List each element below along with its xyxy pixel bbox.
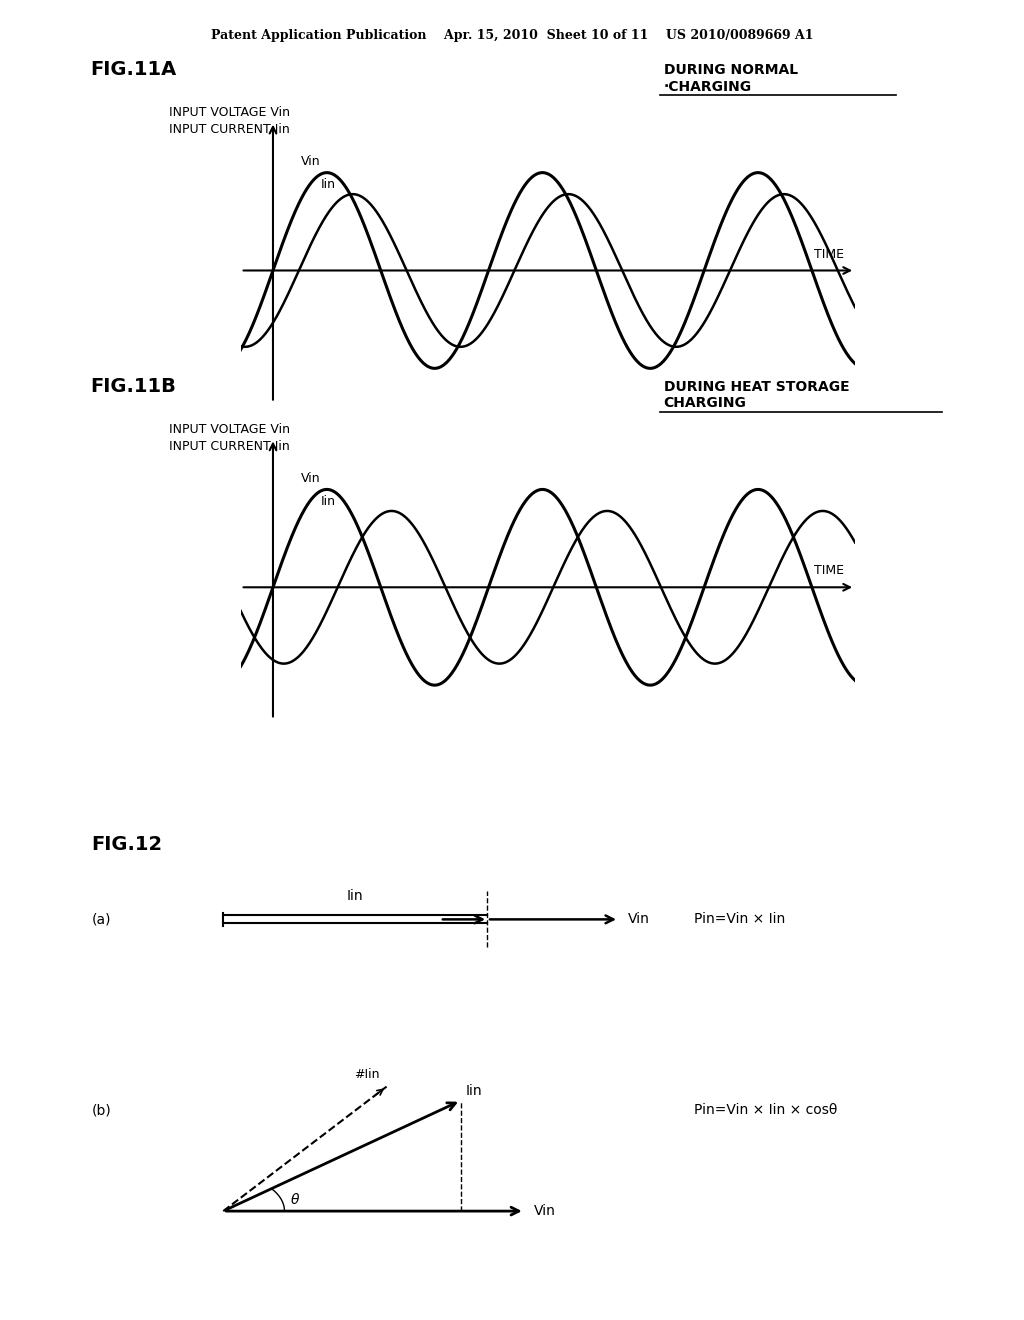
Text: Patent Application Publication    Apr. 15, 2010  Sheet 10 of 11    US 2010/00896: Patent Application Publication Apr. 15, … xyxy=(211,29,813,42)
Text: Iin: Iin xyxy=(466,1084,482,1098)
Text: (a): (a) xyxy=(91,912,111,927)
Text: INPUT VOLTAGE Vin: INPUT VOLTAGE Vin xyxy=(169,422,290,436)
Text: Vin: Vin xyxy=(629,912,650,927)
Text: INPUT CURRENT Iin: INPUT CURRENT Iin xyxy=(169,440,290,453)
Text: Pin=Vin × Iin: Pin=Vin × Iin xyxy=(694,912,785,927)
Text: (b): (b) xyxy=(91,1104,111,1117)
Text: FIG.11B: FIG.11B xyxy=(90,378,176,396)
Text: Vin: Vin xyxy=(301,154,321,168)
Text: TIME: TIME xyxy=(814,565,844,578)
Text: Pin=Vin × Iin × cosθ: Pin=Vin × Iin × cosθ xyxy=(694,1104,838,1117)
Text: DURING HEAT STORAGE
CHARGING: DURING HEAT STORAGE CHARGING xyxy=(664,380,849,411)
Text: Iin: Iin xyxy=(321,495,336,508)
Text: FIG.12: FIG.12 xyxy=(91,836,163,854)
Text: FIG.11A: FIG.11A xyxy=(90,61,176,79)
Text: INPUT VOLTAGE Vin: INPUT VOLTAGE Vin xyxy=(169,106,290,119)
Text: Iin: Iin xyxy=(347,888,364,903)
Text: θ: θ xyxy=(291,1193,300,1208)
Text: Vin: Vin xyxy=(535,1204,556,1218)
Text: TIME: TIME xyxy=(814,248,844,261)
Text: INPUT CURRENT Iin: INPUT CURRENT Iin xyxy=(169,123,290,136)
Text: #Iin: #Iin xyxy=(353,1068,379,1081)
Text: Iin: Iin xyxy=(321,178,336,191)
Text: Vin: Vin xyxy=(301,471,321,484)
Text: DURING NORMAL
·CHARGING: DURING NORMAL ·CHARGING xyxy=(664,63,798,94)
